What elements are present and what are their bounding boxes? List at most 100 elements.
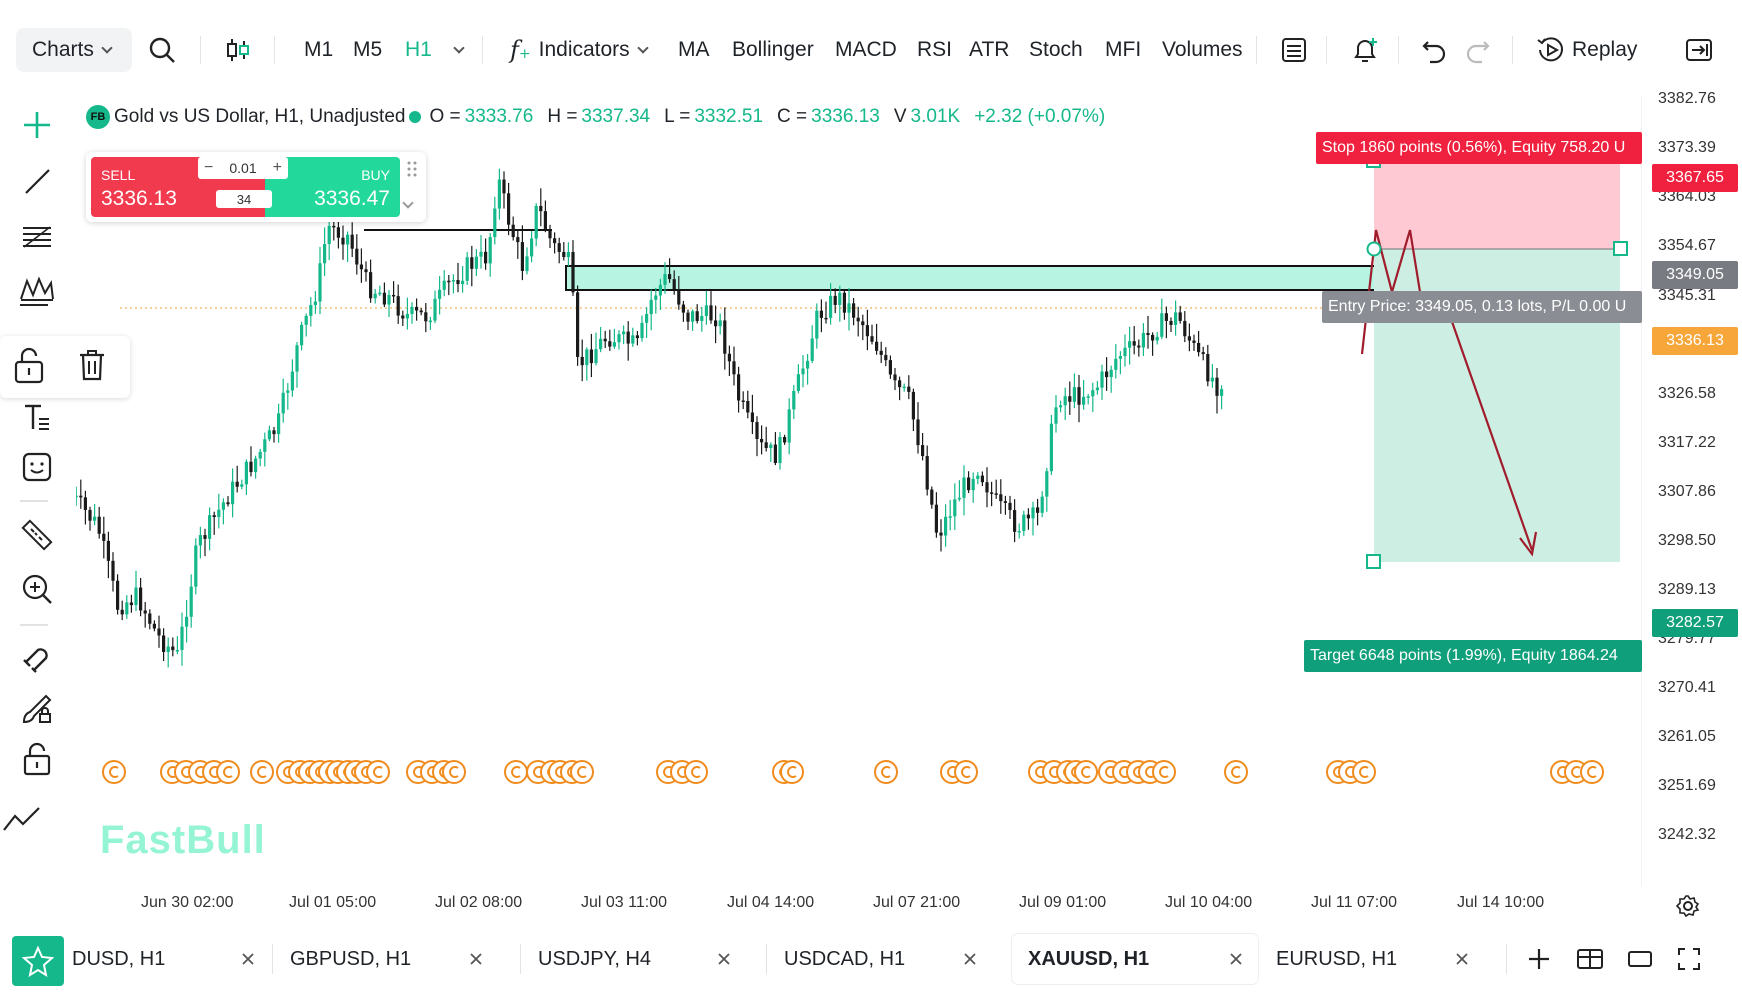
buy-button[interactable]: BUY 3336.47 xyxy=(284,157,400,217)
undo-button[interactable] xyxy=(1420,28,1448,72)
search-icon xyxy=(149,37,175,63)
economic-event-icon[interactable] xyxy=(102,760,126,784)
charts-menu-button[interactable]: Charts xyxy=(16,28,132,72)
indicator-macd-button[interactable]: MACD xyxy=(835,38,897,61)
indicator-atr-button[interactable]: ATR xyxy=(969,38,1010,61)
fib-retracement-tool[interactable] xyxy=(14,214,60,260)
alert-button[interactable] xyxy=(1350,28,1380,72)
templates-button[interactable] xyxy=(1280,28,1308,72)
economic-event-icon[interactable] xyxy=(1224,760,1248,784)
measure-tool[interactable] xyxy=(14,512,60,558)
favorites-button[interactable] xyxy=(12,936,64,986)
close-icon[interactable] xyxy=(714,949,734,969)
magnet-tool[interactable] xyxy=(14,634,60,680)
economic-event-icon[interactable] xyxy=(684,760,708,784)
delete-drawing-button[interactable] xyxy=(76,348,108,387)
indicator-mfi-button[interactable]: MFI xyxy=(1105,38,1142,61)
chart-overview-button[interactable] xyxy=(0,796,46,842)
economic-event-icon[interactable] xyxy=(570,760,594,784)
close-icon[interactable] xyxy=(238,949,258,969)
width-handle[interactable] xyxy=(1613,241,1628,256)
close-value: 3336.13 xyxy=(811,106,880,127)
redo-button[interactable] xyxy=(1464,28,1492,72)
symbol-title[interactable]: Gold vs US Dollar, H1, Unadjusted xyxy=(114,106,406,127)
symbol-tab[interactable]: USDJPY, H4 xyxy=(522,934,746,984)
entry-handle[interactable] xyxy=(1366,241,1382,257)
candle-body xyxy=(626,331,630,344)
entry-price-tag[interactable]: 3349.05 xyxy=(1652,261,1738,289)
candle-body xyxy=(902,386,906,389)
sell-button[interactable]: SELL 3336.13 xyxy=(91,157,246,217)
candle-body xyxy=(589,349,593,364)
expand-widget-button[interactable] xyxy=(402,194,414,212)
close-icon[interactable] xyxy=(1226,949,1246,969)
search-button[interactable] xyxy=(148,28,176,72)
plus-icon[interactable]: + xyxy=(272,159,282,176)
candle-body xyxy=(787,409,791,443)
unlock-all-tool[interactable] xyxy=(14,736,60,782)
add-tab-button[interactable] xyxy=(1526,946,1552,977)
exit-fullscreen-button[interactable] xyxy=(1684,28,1714,72)
lock-button[interactable] xyxy=(12,346,46,389)
target-handle[interactable] xyxy=(1366,554,1381,569)
indicator-ma-button[interactable]: MA xyxy=(678,38,710,61)
economic-event-icon[interactable] xyxy=(1074,760,1098,784)
timeframe-dropdown[interactable] xyxy=(446,28,465,72)
indicator-stoch-button[interactable]: Stoch xyxy=(1029,38,1083,61)
text-tool[interactable] xyxy=(14,394,60,440)
stop-loss-zone[interactable] xyxy=(1374,161,1620,249)
symbol-tab-active[interactable]: XAUUSD, H1 xyxy=(1012,934,1258,984)
lock-drawing-tool[interactable] xyxy=(14,686,60,732)
economic-event-icon[interactable] xyxy=(442,760,466,784)
supply-zone-rectangle[interactable] xyxy=(565,265,1405,291)
close-icon[interactable] xyxy=(1452,949,1472,969)
economic-event-icon[interactable] xyxy=(780,760,804,784)
open-label: O = xyxy=(429,106,461,127)
economic-event-icon[interactable] xyxy=(1352,760,1376,784)
arrow-head-icon xyxy=(1519,531,1538,557)
close-icon[interactable] xyxy=(960,949,980,969)
candle-body xyxy=(1118,356,1122,359)
economic-event-icon[interactable] xyxy=(504,760,528,784)
emoji-tool[interactable] xyxy=(14,444,60,490)
candle-body xyxy=(829,295,833,318)
candle-body xyxy=(1114,358,1118,370)
chart-type-button[interactable] xyxy=(224,28,252,72)
stop-price-tag[interactable]: 3367.65 xyxy=(1652,164,1738,192)
chart-settings-button[interactable] xyxy=(1675,894,1700,923)
projection-arrow-line[interactable] xyxy=(1441,295,1534,551)
economic-event-icon[interactable] xyxy=(366,760,390,784)
replay-button[interactable]: Replay xyxy=(1536,28,1637,72)
economic-event-icon[interactable] xyxy=(874,760,898,784)
timeframe-m5[interactable]: M5 xyxy=(353,38,383,61)
lot-size-stepper[interactable]: − 0.01 + xyxy=(198,157,288,179)
symbol-tab[interactable]: USDCAD, H1 xyxy=(768,934,992,984)
economic-event-icon[interactable] xyxy=(1580,760,1604,784)
economic-event-icon[interactable] xyxy=(1152,760,1176,784)
zoom-in-tool[interactable] xyxy=(14,566,60,612)
economic-event-icon[interactable] xyxy=(954,760,978,784)
indicators-button[interactable]: f+ Indicators xyxy=(510,28,649,72)
indicator-rsi-button[interactable]: RSI xyxy=(917,38,953,61)
symbol-tab[interactable]: GBPUSD, H1 xyxy=(274,934,498,984)
fullscreen-button[interactable] xyxy=(1676,946,1702,977)
economic-event-icon[interactable] xyxy=(250,760,274,784)
low-label: L = xyxy=(664,106,691,127)
timeframe-m1[interactable]: M1 xyxy=(304,38,334,61)
target-price-tag[interactable]: 3282.57 xyxy=(1652,609,1738,637)
economic-event-icon[interactable] xyxy=(216,760,240,784)
crosshair-tool[interactable] xyxy=(14,102,60,148)
split-layout-button[interactable] xyxy=(1576,946,1604,977)
indicator-bollinger-button[interactable]: Bollinger xyxy=(732,38,814,61)
timeframe-h1[interactable]: H1 xyxy=(405,38,432,61)
drag-handle[interactable] xyxy=(406,160,418,183)
close-icon[interactable] xyxy=(466,949,486,969)
high-value: 3337.34 xyxy=(581,106,651,127)
indicator-volumes-button[interactable]: Volumes xyxy=(1162,38,1243,61)
trend-line-tool[interactable] xyxy=(14,158,60,204)
symbol-tab[interactable]: EURUSD, H1 xyxy=(1260,934,1484,984)
minus-icon[interactable]: − xyxy=(204,159,214,176)
symbol-tab[interactable]: DUSD, H1 xyxy=(56,934,270,984)
pattern-tool[interactable] xyxy=(14,266,60,312)
single-layout-button[interactable] xyxy=(1626,946,1654,977)
